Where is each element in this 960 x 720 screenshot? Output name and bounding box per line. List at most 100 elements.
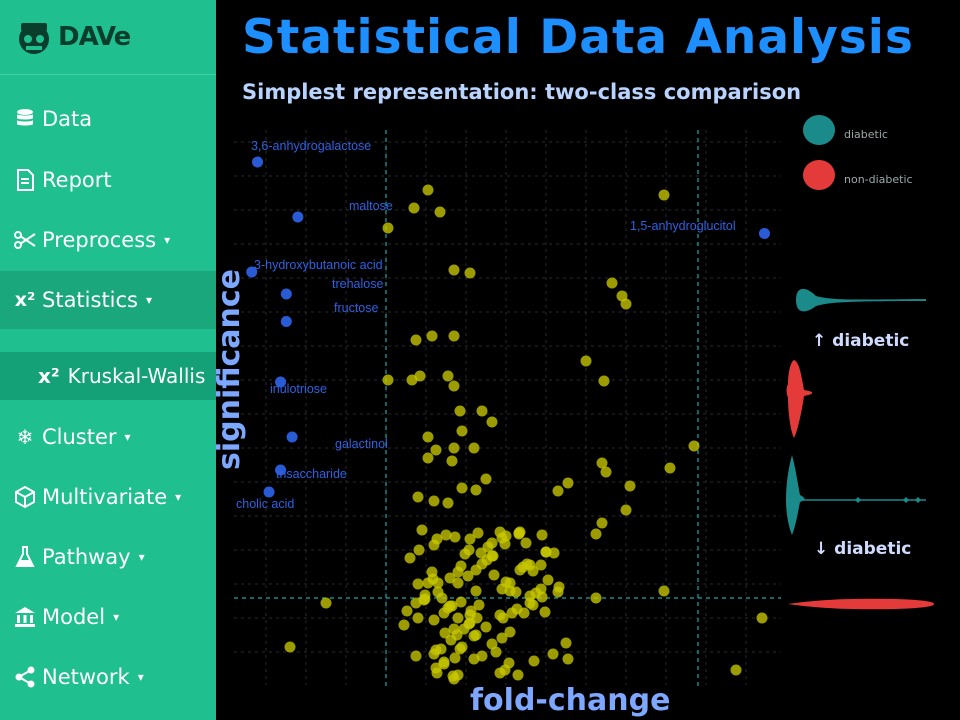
database-icon [12,106,38,132]
sidebar-subitem-kruskal-wallis[interactable]: x² Kruskal-Wallis [0,352,216,400]
scatter-point [512,669,524,681]
scatter-point [444,572,456,584]
scatter-point [398,619,410,631]
scatter-point [756,612,768,624]
scatter-point [499,538,511,550]
scatter-point [456,482,468,494]
scatter-point [472,527,484,539]
scatter-point [428,648,440,660]
document-icon [12,167,38,193]
scatter-point [536,529,548,541]
violin-up-non-diabetic [786,360,813,438]
logo[interactable]: DAVe [0,0,216,75]
scatter-point [500,576,512,588]
scatter-point [434,206,446,218]
scatter-point [535,583,547,595]
sidebar-item-model[interactable]: Model ▾ [0,588,216,646]
sidebar-item-label: Preprocess [42,228,157,252]
scatter-point [442,370,454,382]
scatter-point [436,592,448,604]
scatter-point [490,646,502,658]
sidebar-item-network[interactable]: Network ▾ [0,648,216,706]
point-label: maltose [349,199,393,213]
sidebar-item-label: Pathway [42,545,131,569]
scatter-point [514,526,526,538]
violin-down-non-diabetic [788,598,934,610]
sidebar-item-pathway[interactable]: Pathway ▾ [0,528,216,586]
scatter-point [488,569,500,581]
scatter-point [596,517,608,529]
scatter-point [504,626,516,638]
scatter-point [426,330,438,342]
labeled-point-marker [286,431,298,443]
scatter-point [412,578,424,590]
scatter-point [284,641,296,653]
scatter-point [664,462,676,474]
scatter-point [520,537,532,549]
volcano-plot: 3,6-anhydrogalactose maltose 1,5-anhydrogl… [234,130,781,690]
scatter-point [428,495,440,507]
sidebar-item-preprocess[interactable]: Preprocess ▾ [0,211,216,269]
logo-mascot-icon [19,23,49,54]
point-label: galactinol [335,437,388,451]
scatter-point [527,565,539,577]
scatter-point [486,416,498,428]
sidebar-item-multivariate[interactable]: Multivariate ▾ [0,468,216,526]
scatter-point [562,653,574,665]
scatter-point [620,504,632,516]
sidebar-item-data[interactable]: Data [0,90,216,148]
scatter-point [598,375,610,387]
labeled-point-marker [758,228,770,239]
scissors-icon [12,227,38,253]
scatter-point [427,573,439,585]
scatter-point [481,554,493,566]
scatter-point [511,603,523,615]
scatter-point [542,574,554,586]
scatter-point [412,491,424,503]
scatter-point [448,330,460,342]
scatter-point [422,431,434,443]
chevron-down-icon: ▾ [124,430,131,444]
scatter-point [494,609,506,621]
annotation-down-diabetic: ↓ diabetic [814,539,912,559]
labeled-point-marker [280,316,292,327]
scatter-point [445,634,457,646]
legend-label-non-diabetic: non-diabetic [844,173,913,186]
scatter-point [442,602,454,614]
y-axis-label: significance [212,268,247,470]
scatter-point [470,585,482,597]
scatter-point [414,370,426,382]
annotation-up-diabetic: ↑ diabetic [812,331,910,351]
violin-up-diabetic [796,288,926,312]
chevron-down-icon: ▾ [137,670,144,684]
non-significant-points [284,184,768,685]
scatter-point [452,577,464,589]
sidebar-item-statistics[interactable]: x² Statistics ▾ [0,271,216,329]
scatter-point [438,656,450,668]
scatter-point [442,497,454,509]
scatter-point [562,477,574,489]
scatter-point [462,570,474,582]
scatter-point [430,444,442,456]
scatter-point [448,380,460,392]
violin-illustrations [786,288,934,610]
flask-icon [12,544,38,570]
labeled-points: 3,6-anhydrogalactose maltose 1,5-anhydrogl… [236,139,770,511]
share-icon [12,664,38,690]
sidebar-item-label: Cluster [42,425,117,449]
scatter-point [448,442,460,454]
scatter-point [464,533,476,545]
scatter-point [476,405,488,417]
scatter-point [408,202,420,214]
sidebar-item-report[interactable]: Report [0,151,216,209]
scatter-point [471,612,483,624]
sidebar-item-label: Model [42,605,106,629]
scatter-point [468,653,480,665]
chevron-down-icon: ▾ [164,233,171,247]
chevron-down-icon: ▾ [146,293,153,307]
logo-text: DAVe [58,22,131,52]
snowflake-icon: ❄ [16,425,34,449]
labeled-point-marker [292,211,304,223]
point-label: trehalose [332,277,383,291]
sidebar-item-cluster[interactable]: ❄ Cluster ▾ [0,408,216,466]
